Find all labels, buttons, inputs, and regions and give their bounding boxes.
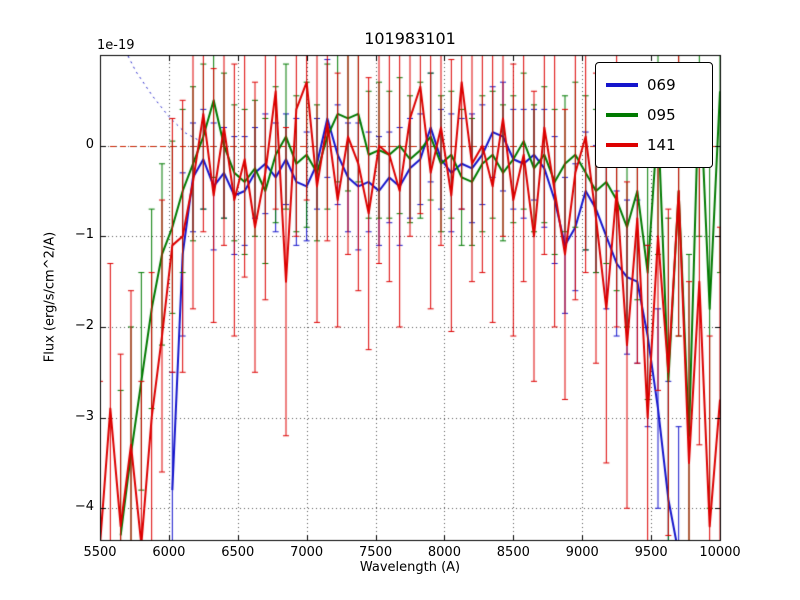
legend-label: 069 — [647, 76, 676, 94]
x-axis-label: Wavelength (A) — [359, 560, 461, 575]
x-tick-label: 9500 — [634, 545, 668, 560]
legend-entry: 095 — [606, 100, 702, 130]
x-tick-label: 9000 — [565, 545, 599, 560]
y-axis-offset-text: 1e-19 — [97, 38, 135, 53]
x-tick-label: 6500 — [221, 545, 255, 560]
legend-entry: 141 — [606, 130, 702, 160]
x-tick-label: 8500 — [496, 545, 530, 560]
legend-label: 095 — [647, 106, 676, 124]
legend-swatch — [606, 143, 638, 147]
x-tick-label: 6000 — [152, 545, 186, 560]
legend-swatch — [606, 83, 638, 87]
x-tick-label: 7000 — [290, 545, 324, 560]
legend-entry: 069 — [606, 70, 702, 100]
y-tick-label: −2 — [74, 317, 94, 333]
y-axis-label: Flux (erg/s/cm^2/A) — [42, 231, 58, 363]
x-tick-label: 10000 — [699, 545, 741, 560]
y-tick-label: −3 — [74, 408, 94, 424]
legend: 069 095 141 — [595, 62, 713, 168]
x-tick-label: 7500 — [359, 545, 393, 560]
x-tick-label: 5500 — [83, 545, 117, 560]
y-tick-label: 0 — [85, 136, 94, 152]
y-tick-label: −1 — [74, 227, 94, 243]
chart-title: 101983101 — [364, 29, 456, 48]
legend-swatch — [606, 113, 638, 117]
x-tick-label: 8000 — [427, 545, 461, 560]
legend-label: 141 — [647, 136, 676, 154]
y-tick-label: −4 — [74, 499, 94, 515]
